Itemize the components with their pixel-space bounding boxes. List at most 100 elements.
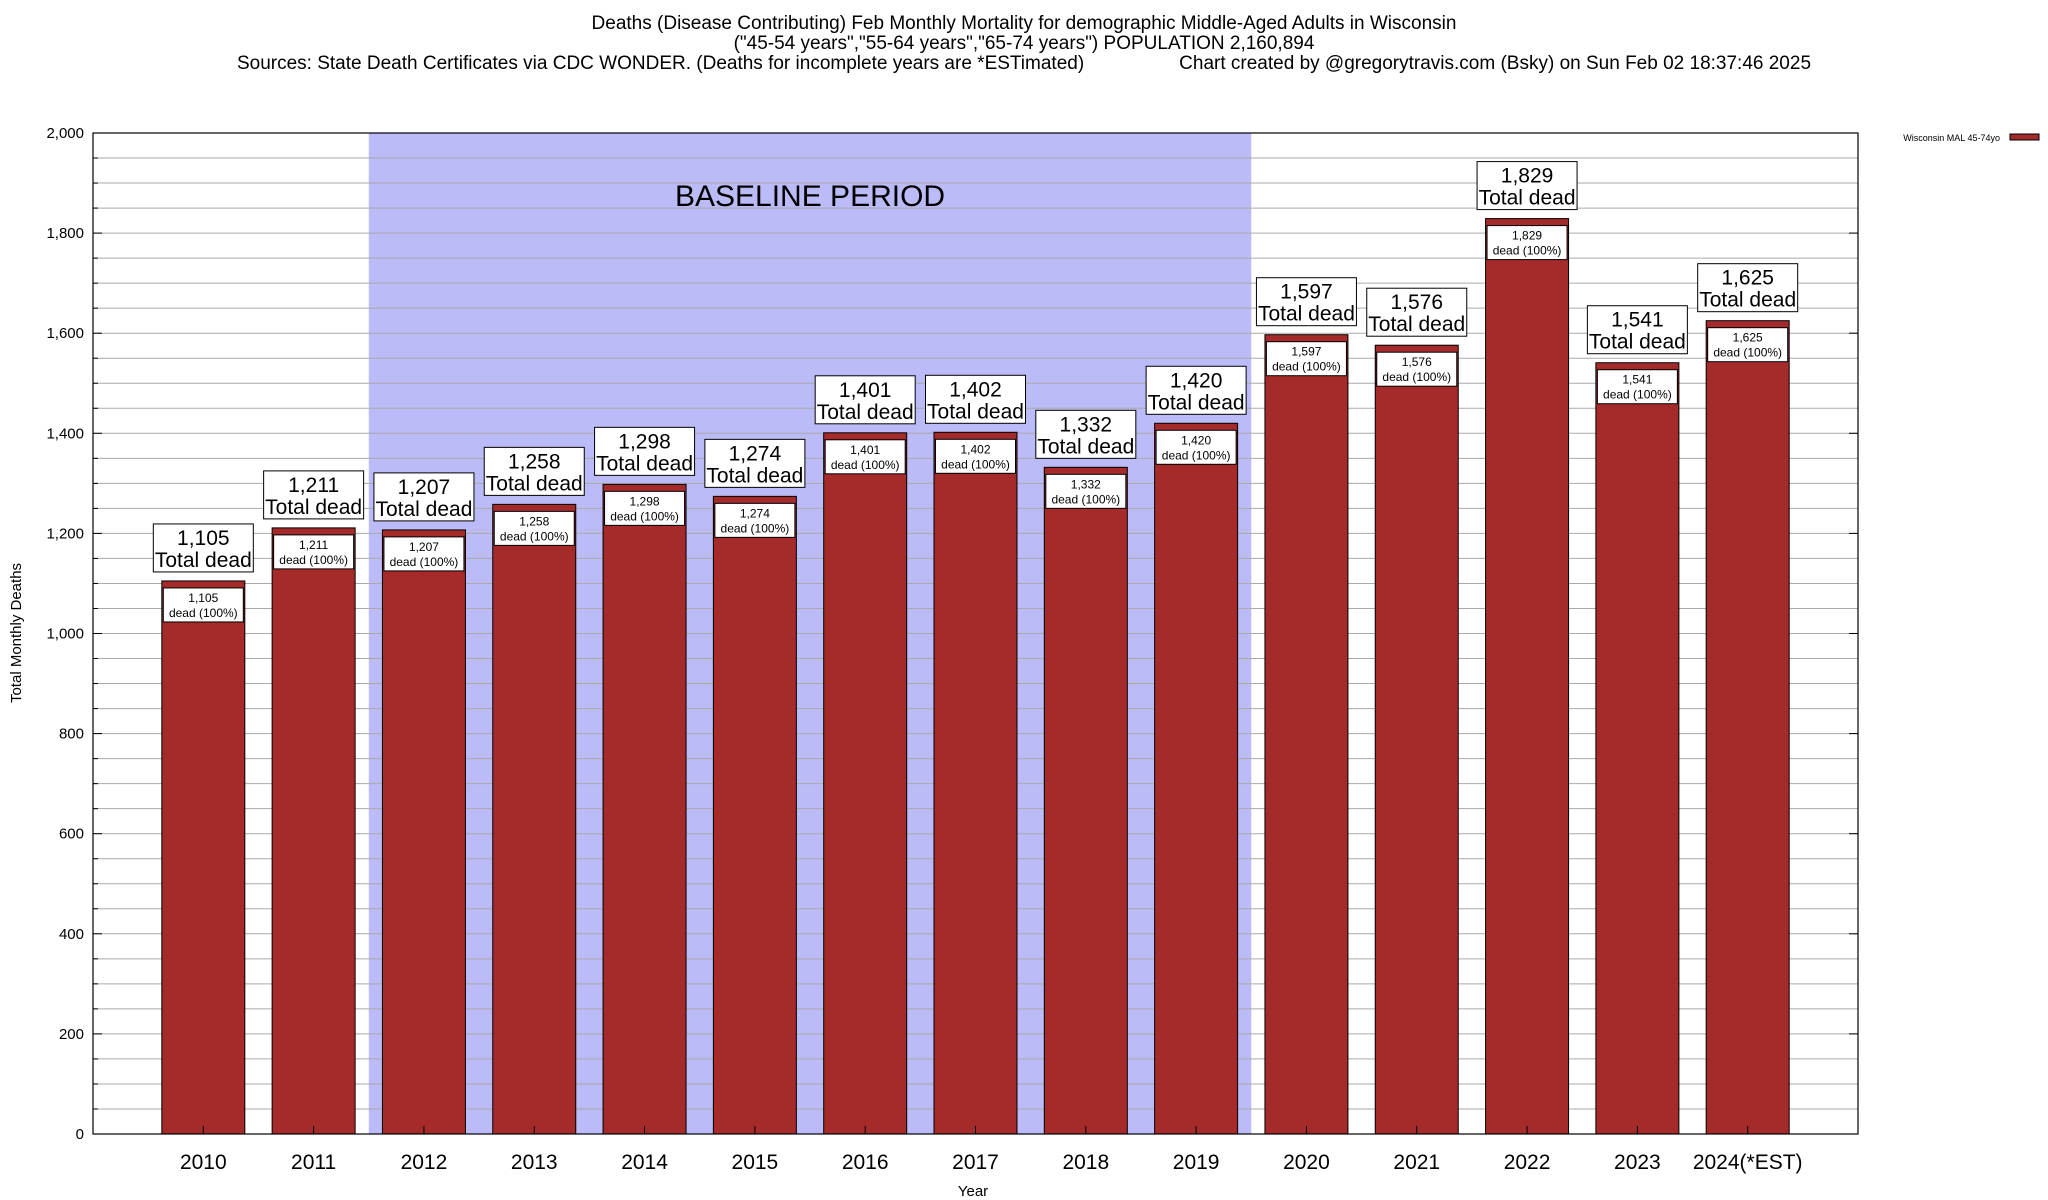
x-tick-label: 2013 — [511, 1151, 558, 1174]
inner-pct-label: dead (100%) — [169, 606, 238, 620]
bar — [602, 483, 687, 1135]
top-label-box — [1366, 287, 1468, 337]
x-axis-label: Year — [958, 1183, 988, 1200]
bar — [271, 527, 356, 1135]
inner-value-label: 1,625 — [1733, 331, 1763, 345]
top-value-label: 1,298 — [618, 430, 671, 453]
top-label-box — [1476, 161, 1578, 211]
y-tick-label: 1,800 — [46, 225, 84, 242]
bar — [1485, 218, 1570, 1135]
inner-pct-label: dead (100%) — [500, 529, 569, 543]
x-tick-label: 2015 — [732, 1151, 779, 1174]
top-label-box — [1697, 263, 1799, 313]
top-total-label: Total dead — [1699, 289, 1796, 312]
bar — [823, 432, 908, 1135]
inner-label-box — [935, 438, 1016, 474]
bar — [1264, 334, 1349, 1135]
top-total-label: Total dead — [1479, 187, 1576, 210]
inner-label-box — [1596, 369, 1678, 405]
top-label-box — [1255, 277, 1357, 327]
x-tick-label: 2021 — [1393, 1151, 1440, 1174]
bar — [381, 529, 466, 1135]
top-label-box — [152, 523, 254, 573]
top-total-label: Total dead — [817, 401, 914, 424]
inner-pct-label: dead (100%) — [1603, 388, 1672, 402]
inner-value-label: 1,829 — [1512, 229, 1542, 243]
inner-label-box — [383, 536, 465, 572]
top-label-box — [263, 470, 365, 520]
bar — [492, 503, 577, 1135]
chart-source-line: Sources: State Death Certificates via CD… — [0, 53, 2048, 75]
inner-label-box — [824, 439, 906, 475]
top-value-label: 1,401 — [839, 379, 892, 402]
x-tick-label: 2022 — [1504, 1151, 1551, 1174]
inner-label-box — [1155, 429, 1237, 465]
y-tick-label: 800 — [59, 726, 84, 743]
inner-value-label: 1,402 — [960, 442, 990, 456]
inner-pct-label: dead (100%) — [279, 553, 348, 567]
chart-sources: Sources: State Death Certificates via CD… — [236, 53, 1085, 74]
chart-title-line2: ("45-54 years","55-64 years","65-74 year… — [733, 33, 1315, 54]
bar — [161, 580, 246, 1135]
top-label-box — [1586, 305, 1688, 355]
top-total-label: Total dead — [1589, 331, 1686, 354]
inner-value-label: 1,332 — [1071, 477, 1101, 491]
inner-pct-label: dead (100%) — [1382, 370, 1451, 384]
top-value-label: 1,597 — [1280, 281, 1333, 304]
bar — [1154, 422, 1239, 1135]
x-tick-label: 2024(*EST) — [1693, 1151, 1803, 1174]
x-tick-label: 2012 — [401, 1151, 448, 1174]
inner-value-label: 1,211 — [299, 538, 328, 552]
top-value-label: 1,332 — [1060, 413, 1113, 436]
top-label-box — [814, 375, 916, 425]
inner-pct-label: dead (100%) — [390, 555, 459, 569]
top-total-label: Total dead — [706, 464, 803, 487]
x-tick-label: 2011 — [291, 1151, 336, 1174]
inner-label-box — [1486, 225, 1568, 261]
inner-value-label: 1,258 — [519, 514, 549, 528]
top-total-label: Total dead — [1368, 313, 1465, 336]
inner-label-box — [1045, 473, 1127, 509]
top-value-label: 1,625 — [1721, 267, 1774, 290]
inner-label-box — [273, 534, 355, 570]
top-total-label: Total dead — [596, 452, 693, 475]
top-total-label: Total dead — [155, 549, 252, 572]
inner-pct-label: dead (100%) — [1493, 244, 1562, 258]
inner-label-box — [714, 502, 796, 538]
inner-label-box — [1707, 327, 1789, 363]
x-tick-label: 2017 — [952, 1151, 999, 1174]
y-tick-label: 400 — [59, 926, 84, 943]
chart-title-line1: Deaths (Disease Contributing) Feb Monthl… — [591, 13, 1457, 34]
top-value-label: 1,541 — [1611, 309, 1664, 332]
bar — [712, 495, 797, 1135]
y-tick-label: 1,600 — [46, 325, 84, 342]
legend-swatch — [2009, 133, 2040, 141]
inner-value-label: 1,401 — [850, 443, 880, 457]
inner-value-label: 1,420 — [1181, 433, 1211, 447]
y-tick-label: 1,200 — [46, 525, 84, 542]
top-value-label: 1,420 — [1170, 369, 1223, 392]
inner-pct-label: dead (100%) — [941, 457, 1010, 471]
plot-frame — [92, 132, 1859, 1135]
x-tick-label: 2014 — [621, 1151, 668, 1174]
y-tick-label: 1,400 — [46, 425, 84, 442]
inner-value-label: 1,576 — [1402, 355, 1432, 369]
y-tick-label: 2,000 — [46, 125, 84, 142]
top-total-label: Total dead — [375, 498, 472, 521]
x-tick-label: 2016 — [842, 1151, 889, 1174]
inner-pct-label: dead (100%) — [1051, 492, 1120, 506]
bar — [1705, 320, 1790, 1135]
top-total-label: Total dead — [265, 496, 362, 519]
inner-pct-label: dead (100%) — [721, 521, 790, 535]
top-total-label: Total dead — [927, 400, 1024, 423]
y-tick-label: 600 — [59, 826, 84, 843]
top-total-label: Total dead — [1258, 303, 1355, 326]
inner-pct-label: dead (100%) — [1162, 448, 1231, 462]
inner-pct-label: dead (100%) — [831, 458, 900, 472]
inner-value-label: 1,105 — [188, 591, 218, 605]
top-value-label: 1,207 — [398, 476, 451, 499]
y-tick-label: 0 — [76, 1126, 84, 1143]
top-label-box — [483, 446, 585, 496]
inner-pct-label: dead (100%) — [1713, 346, 1782, 360]
